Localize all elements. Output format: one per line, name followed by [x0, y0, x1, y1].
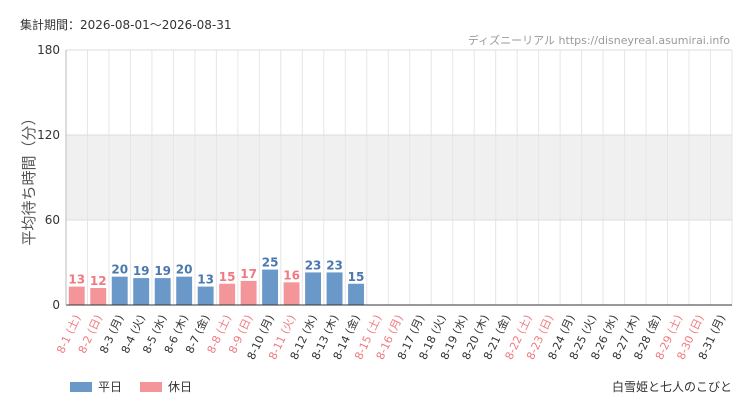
legend-label-weekday: 平日 [98, 380, 123, 394]
bar-value-label: 15 [219, 270, 236, 284]
y-tick-label: 0 [52, 298, 60, 312]
legend-label-holiday: 休日 [168, 380, 193, 394]
bar [154, 278, 171, 305]
bar-value-label: 19 [154, 264, 171, 278]
bar [197, 286, 214, 305]
bar-value-label: 17 [240, 267, 257, 281]
y-tick-label: 60 [45, 213, 60, 227]
attraction-name: 白雪姫と七人のこびと [611, 380, 732, 394]
bar-value-label: 20 [176, 263, 193, 277]
bar-value-label: 13 [68, 273, 85, 287]
bar-value-label: 25 [262, 256, 279, 270]
bar [283, 282, 300, 305]
bar [305, 272, 322, 305]
bar [111, 276, 128, 305]
period-label: 集計期間：2026-08-01〜2026-08-31 [20, 18, 232, 32]
bar-value-label: 19 [133, 264, 150, 278]
legend-swatch-holiday [140, 381, 163, 392]
bar [262, 269, 279, 305]
legend: 平日 休日 [70, 378, 192, 395]
source-credit: ディズニーリアル https://disneyreal.asumirai.inf… [467, 34, 730, 47]
bar [326, 272, 343, 305]
y-tick-label: 120 [37, 128, 60, 142]
y-tick-label: 180 [37, 43, 60, 57]
bar-value-label: 16 [283, 268, 300, 282]
bar-value-label: 23 [326, 258, 343, 272]
bar-value-label: 20 [111, 263, 128, 277]
bar [68, 286, 85, 305]
bar [133, 278, 150, 305]
bar [219, 283, 236, 305]
bar-value-label: 15 [348, 270, 365, 284]
legend-swatch-weekday [70, 381, 92, 392]
bar-value-label: 12 [90, 274, 107, 288]
bar [240, 280, 257, 305]
bar-value-label: 13 [197, 273, 214, 287]
background-band [66, 135, 732, 220]
bar-value-label: 23 [305, 258, 322, 272]
bar [176, 276, 193, 305]
legend-item-holiday: 休日 [140, 378, 192, 395]
bar [348, 283, 364, 305]
bar [90, 288, 107, 305]
y-axis-label: 平均待ち時間（分） [20, 110, 38, 245]
legend-item-weekday: 平日 [70, 378, 122, 395]
